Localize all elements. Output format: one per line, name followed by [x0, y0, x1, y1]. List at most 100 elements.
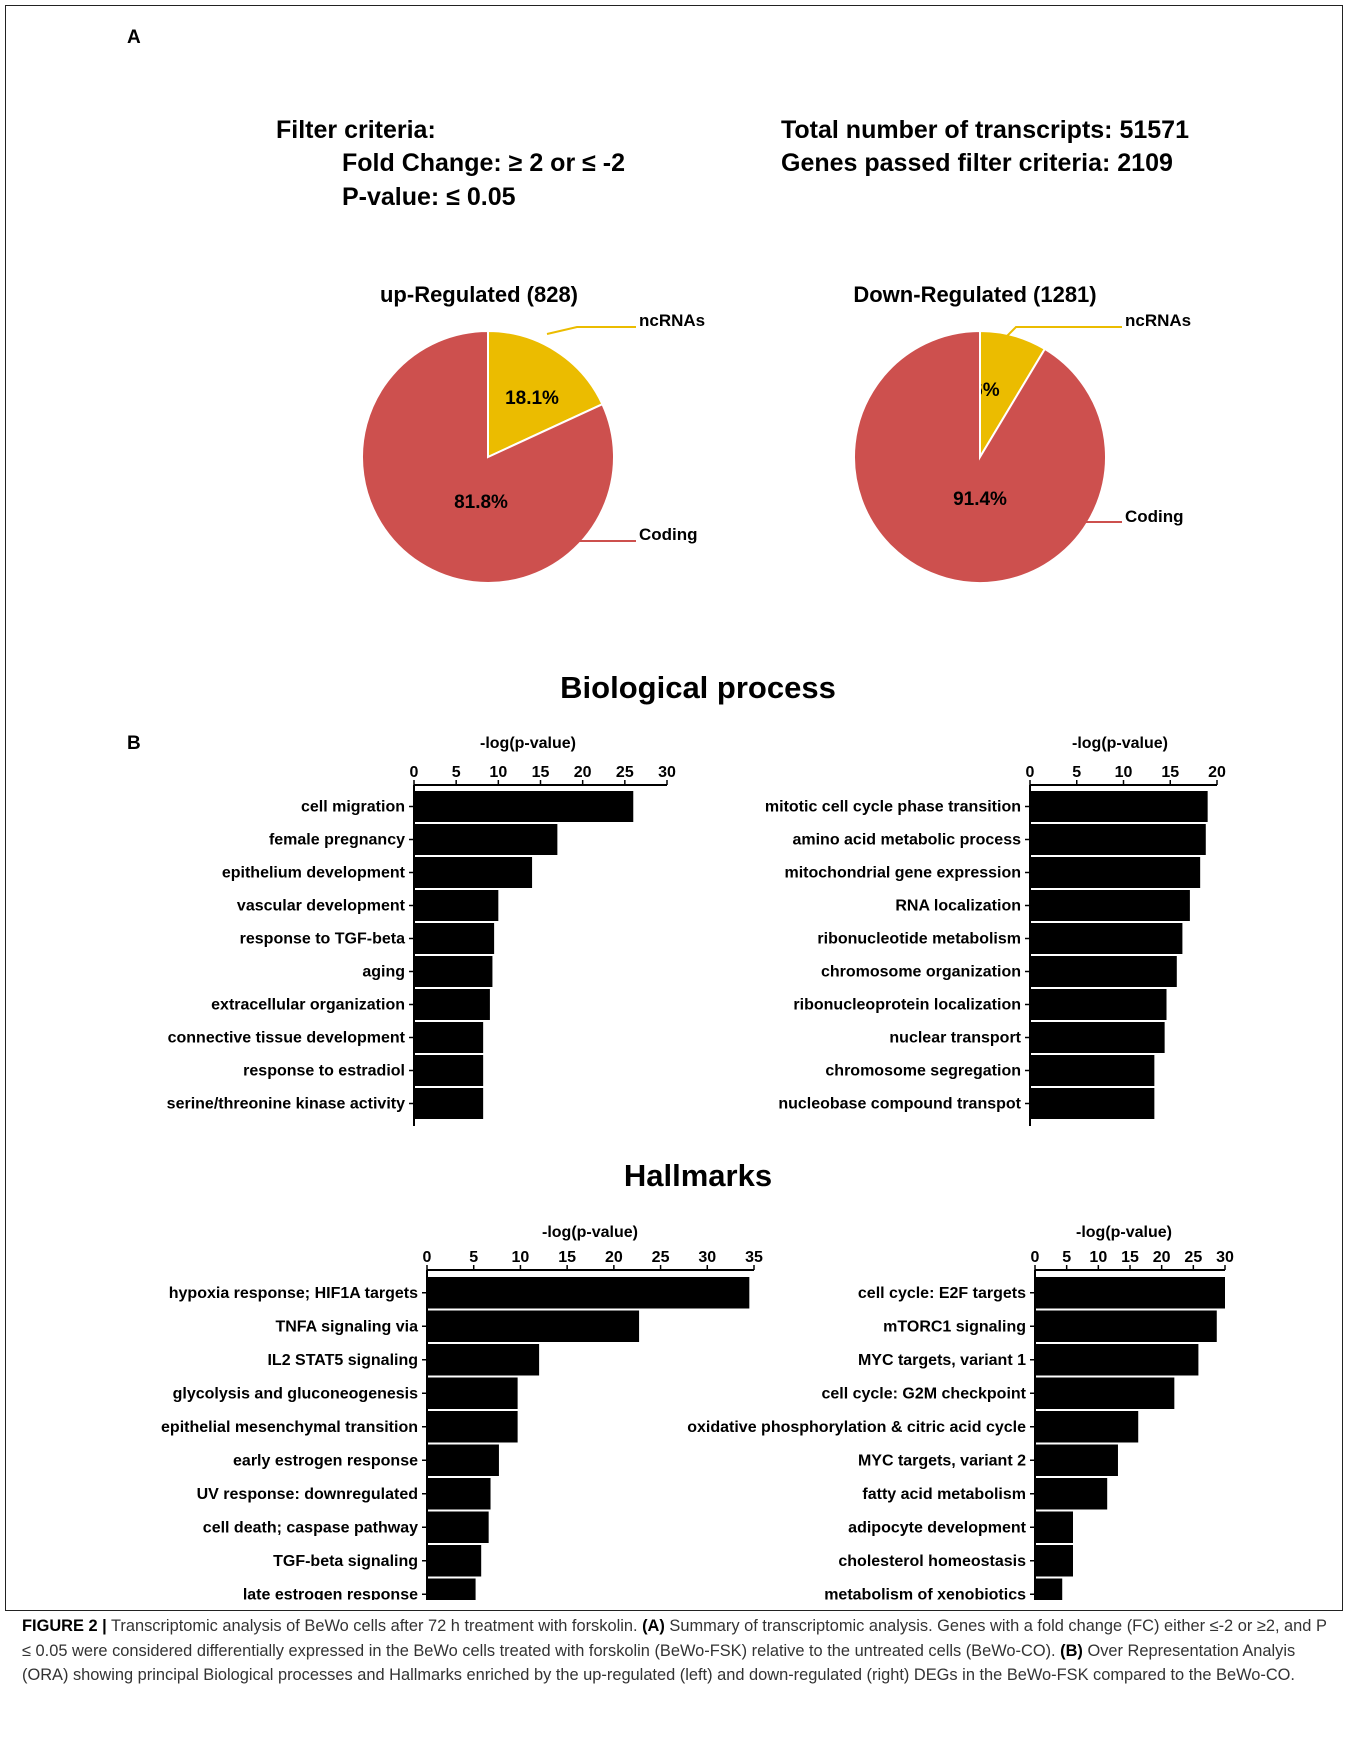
category-label: nucleobase compound transpot	[778, 1096, 1021, 1113]
category-label: chromosome segregation	[825, 1063, 1021, 1080]
category-label: TGF-beta signaling	[273, 1553, 418, 1570]
pie-title: Down-Regulated (1281)	[853, 282, 1096, 307]
x-tick-label: 30	[658, 764, 676, 781]
bar	[414, 923, 495, 954]
category-label: oxidative phosphorylation & citric acid …	[687, 1419, 1026, 1436]
x-tick-label: 10	[512, 1249, 530, 1266]
bar	[414, 1022, 484, 1053]
x-tick-label: 5	[1062, 1249, 1071, 1266]
caption-label: FIGURE 2 |	[22, 1617, 107, 1635]
axis-title: -log(p-value)	[1072, 735, 1168, 752]
bar	[1030, 1088, 1155, 1119]
x-tick-label: 0	[410, 764, 419, 781]
figure-caption: FIGURE 2 | Transcriptomic analysis of Be…	[22, 1614, 1338, 1688]
category-label: mitochondrial gene expression	[785, 865, 1022, 882]
total-transcripts: Total number of transcripts: 51571	[781, 116, 1189, 144]
pie-slice-ncrnas	[487, 329, 604, 459]
pie-percent-label: 91.4%	[953, 489, 1007, 510]
category-label: adipocyte development	[848, 1519, 1026, 1536]
x-tick-label: 20	[574, 764, 592, 781]
pie-percent-label: 18.1%	[505, 388, 559, 409]
category-label: nuclear transport	[889, 1030, 1021, 1047]
axis-title: -log(p-value)	[1076, 1224, 1172, 1241]
bar	[1030, 857, 1201, 888]
fold-change-criterion: Fold Change: ≥ 2 or ≤ -2	[342, 149, 626, 177]
category-label: glycolysis and gluconeogenesis	[173, 1385, 419, 1402]
bar	[1035, 1545, 1073, 1577]
figure-frame	[5, 5, 1343, 1611]
bar	[427, 1377, 518, 1409]
category-label: hypoxia response; HIF1A targets	[169, 1285, 418, 1302]
category-label: late estrogen response	[243, 1586, 418, 1600]
category-label: cell death; caspase pathway	[203, 1519, 418, 1536]
bar	[1035, 1444, 1118, 1476]
category-label: chromosome organization	[821, 964, 1021, 981]
x-tick-label: 0	[1031, 1249, 1040, 1266]
category-label: response to TGF-beta	[240, 931, 405, 948]
pie-slice-label: Coding	[639, 525, 698, 544]
bar	[414, 890, 499, 921]
category-label: amino acid metabolic process	[792, 832, 1021, 849]
caption-intro: Transcriptomic analysis of BeWo cells af…	[106, 1617, 643, 1635]
caption-a-text: Summary of transcriptomic analysis. Gene…	[22, 1617, 1327, 1660]
pie-leader-line	[546, 326, 636, 335]
bar	[427, 1310, 640, 1342]
x-tick-label: 0	[423, 1249, 432, 1266]
category-label: metabolism of xenobiotics	[824, 1586, 1026, 1600]
x-tick-label: 25	[1184, 1249, 1202, 1266]
bar	[427, 1411, 518, 1443]
category-label: connective tissue development	[168, 1030, 406, 1047]
bar	[414, 857, 533, 888]
x-tick-label: 5	[1072, 764, 1081, 781]
x-tick-label: 10	[489, 764, 507, 781]
caption-a-label: (A)	[642, 1617, 665, 1635]
bar	[1035, 1578, 1063, 1600]
category-label: cell cycle: G2M checkpoint	[821, 1385, 1026, 1402]
bar	[1030, 989, 1167, 1020]
category-label: UV response: downregulated	[197, 1486, 418, 1503]
category-label: vascular development	[237, 898, 406, 915]
category-label: TNFA signaling via	[275, 1318, 418, 1335]
x-tick-label: 10	[1115, 764, 1133, 781]
bar	[427, 1344, 540, 1376]
x-tick-label: 25	[652, 1249, 670, 1266]
category-label: epithelium development	[222, 865, 406, 882]
bar	[1030, 824, 1206, 855]
genes-passed: Genes passed filter criteria: 2109	[781, 149, 1173, 177]
bar	[427, 1277, 750, 1309]
pie-percent-label: 81.8%	[454, 492, 508, 513]
bar	[1030, 791, 1208, 822]
x-tick-label: 5	[469, 1249, 478, 1266]
category-label: extracellular organization	[211, 997, 405, 1014]
category-label: MYC targets, variant 2	[858, 1452, 1026, 1469]
x-tick-label: 15	[1161, 764, 1179, 781]
category-label: aging	[362, 964, 405, 981]
x-tick-label: 10	[1089, 1249, 1107, 1266]
category-label: response to estradiol	[243, 1063, 405, 1080]
biological-process-title: Biological process	[560, 670, 836, 705]
category-label: ribonucleotide metabolism	[817, 931, 1021, 948]
figure-charts: up-Regulated (828) 18.1% ncRNAs 81.8% Coding…	[161, 282, 1234, 1600]
category-label: mitotic cell cycle phase transition	[765, 799, 1021, 816]
category-label: early estrogen response	[233, 1452, 418, 1469]
bar	[414, 956, 493, 987]
pie-slice-label: ncRNAs	[1125, 311, 1191, 330]
pie-title: up-Regulated (828)	[380, 282, 578, 307]
bar	[427, 1444, 499, 1476]
x-tick-label: 15	[558, 1249, 576, 1266]
axis-title: -log(p-value)	[542, 1224, 638, 1241]
x-tick-label: 15	[532, 764, 550, 781]
category-label: MYC targets, variant 1	[858, 1352, 1026, 1369]
category-label: RNA localization	[895, 898, 1021, 915]
bar	[1035, 1344, 1199, 1376]
x-tick-label: 5	[452, 764, 461, 781]
bar	[1030, 956, 1177, 987]
bar	[427, 1578, 476, 1600]
bar	[1035, 1377, 1175, 1409]
category-label: IL2 STAT5 signaling	[267, 1352, 418, 1369]
filter-criteria-title: Filter criteria:	[276, 116, 436, 144]
bar	[414, 1055, 484, 1086]
category-label: cell cycle: E2F targets	[858, 1285, 1026, 1302]
pie-leader-line	[999, 326, 1122, 344]
category-label: female pregnancy	[269, 832, 405, 849]
